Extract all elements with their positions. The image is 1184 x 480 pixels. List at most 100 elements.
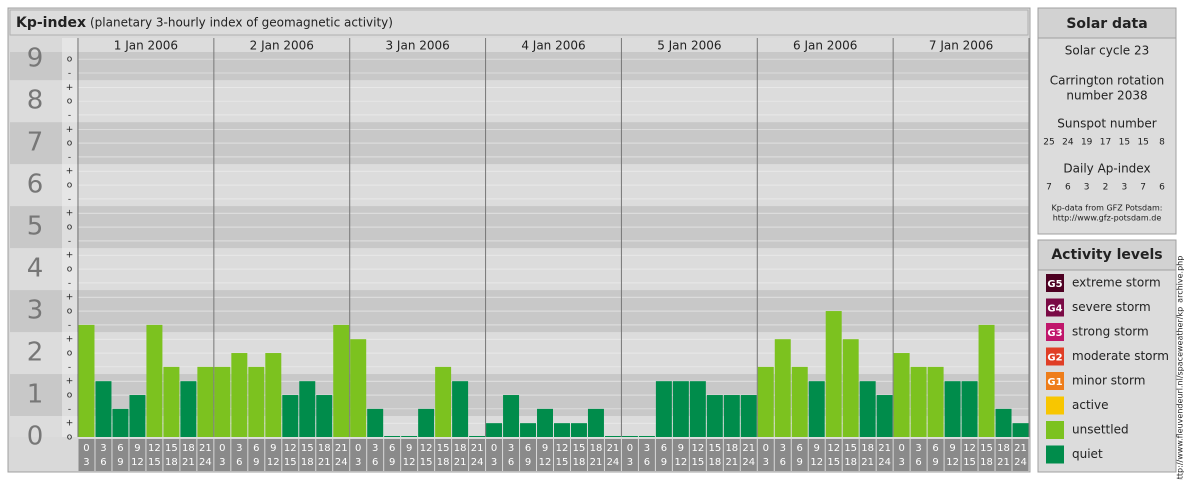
bar	[621, 436, 638, 437]
hour-from: 15	[844, 443, 857, 454]
hour-to: 6	[372, 457, 378, 468]
y-subtick-label: -	[68, 278, 71, 288]
hour-from: 9	[270, 443, 276, 454]
hour-box	[774, 439, 791, 471]
hour-from: 21	[1014, 443, 1027, 454]
hour-to: 18	[165, 457, 178, 468]
hour-to: 6	[780, 457, 786, 468]
hour-box	[961, 439, 978, 471]
y-subtick-label: -	[68, 110, 71, 120]
hour-box	[910, 439, 927, 471]
hour-from: 21	[335, 443, 348, 454]
bar	[367, 408, 384, 437]
y-tick-label: 1	[27, 380, 44, 410]
hour-box	[316, 439, 333, 471]
y-subtick-label: -	[68, 320, 71, 330]
hour-box	[248, 439, 265, 471]
bar	[452, 381, 469, 437]
y-subtick-label: o	[67, 391, 73, 401]
hour-box	[842, 439, 859, 471]
bar	[95, 381, 112, 437]
hour-from: 3	[780, 443, 786, 454]
hour-from: 21	[199, 443, 212, 454]
legend-swatch	[1046, 347, 1064, 366]
bar	[163, 366, 180, 437]
sunspot-value: 15	[1137, 138, 1148, 148]
hour-box	[876, 439, 893, 471]
hour-from: 21	[878, 443, 891, 454]
carrington: number 2038	[1066, 89, 1147, 103]
hour-to: 12	[131, 457, 144, 468]
hour-from: 6	[525, 443, 531, 454]
bar	[401, 436, 418, 437]
hour-box	[537, 439, 553, 471]
hour-box	[944, 439, 961, 471]
hour-from: 0	[898, 443, 904, 454]
activity-title: Activity levels	[1051, 247, 1162, 263]
hour-to: 9	[932, 457, 938, 468]
hour-to: 3	[355, 457, 361, 468]
ap-value: 6	[1065, 183, 1071, 193]
hour-to: 15	[148, 457, 161, 468]
hour-from: 6	[932, 443, 938, 454]
date-label: 7 Jan 2006	[929, 39, 993, 53]
bar	[554, 423, 570, 437]
ap-value: 7	[1140, 183, 1146, 193]
bar	[265, 353, 282, 437]
hour-to: 12	[946, 457, 959, 468]
bar	[333, 324, 350, 437]
hour-to: 15	[420, 457, 433, 468]
hour-to: 21	[861, 457, 874, 468]
hour-box	[265, 439, 282, 471]
hour-to: 9	[389, 457, 395, 468]
hour-from: 15	[165, 443, 178, 454]
hour-from: 0	[627, 443, 633, 454]
hour-to: 6	[508, 457, 514, 468]
hour-from: 9	[134, 443, 140, 454]
y-subtick-label: +	[66, 419, 74, 429]
bar	[961, 381, 978, 437]
solar-cycle: Solar cycle 23	[1065, 44, 1150, 58]
y-tick-label: 0	[27, 422, 44, 452]
hour-from: 3	[644, 443, 650, 454]
hour-box	[825, 439, 842, 471]
hour-to: 24	[878, 457, 891, 468]
y-subtick-label: -	[68, 404, 71, 414]
y-subtick-label: o	[67, 97, 73, 107]
bar	[537, 408, 553, 437]
hour-from: 15	[437, 443, 450, 454]
date-label: 4 Jan 2006	[521, 39, 585, 53]
chart-title: Kp-index	[16, 15, 86, 31]
date-label: 1 Jan 2006	[114, 39, 178, 53]
y-subtick-label: +	[66, 293, 74, 303]
hour-to: 24	[607, 457, 620, 468]
y-subtick-label: +	[66, 209, 74, 219]
hour-box	[859, 439, 876, 471]
y-subtick-label: o	[67, 139, 73, 149]
legend-swatch	[1046, 421, 1064, 439]
hour-from: 0	[763, 443, 769, 454]
hour-box	[927, 439, 944, 471]
date-strip	[78, 38, 1029, 52]
hour-to: 21	[182, 457, 195, 468]
hour-to: 3	[627, 457, 633, 468]
carrington: Carrington rotation	[1050, 74, 1164, 88]
hour-from: 12	[284, 443, 297, 454]
hour-to: 12	[674, 457, 687, 468]
date-label: 6 Jan 2006	[793, 39, 857, 53]
bar	[638, 436, 655, 437]
hour-box	[791, 439, 808, 471]
hour-box	[621, 439, 638, 471]
bar	[570, 423, 587, 437]
band	[10, 52, 1029, 81]
source-url: http://www.fleuvendeurl.nl/spaceweather/…	[1176, 256, 1184, 480]
legend-code: G1	[1047, 377, 1062, 388]
y-subtick-label: o	[67, 265, 73, 275]
legend-label: severe storm	[1072, 300, 1151, 314]
hour-from: 18	[725, 443, 738, 454]
legend-label: extreme storm	[1072, 276, 1161, 290]
bar	[672, 381, 689, 437]
hour-box	[163, 439, 180, 471]
bar	[842, 339, 859, 437]
hour-from: 6	[661, 443, 667, 454]
